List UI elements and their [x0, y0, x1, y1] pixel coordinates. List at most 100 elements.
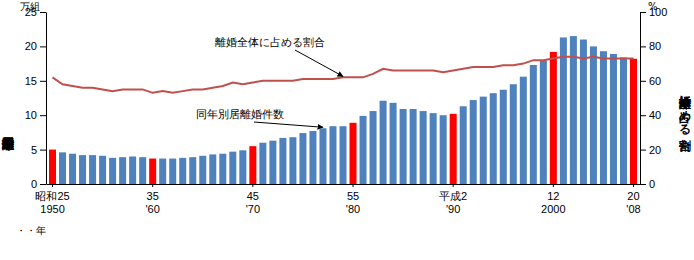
y-axis: 0510152025: [25, 6, 47, 190]
tick: [62, 184, 63, 187]
tick: [603, 184, 604, 187]
chart: 0510152025020406080100昭和25195035'6045'70…: [0, 0, 694, 260]
tick: [443, 184, 444, 187]
tick-mark: [40, 46, 46, 47]
bar: [350, 123, 357, 184]
tick-mark: [543, 184, 544, 187]
tick: [413, 184, 414, 187]
bar: [119, 157, 126, 184]
tick-label: 20'08: [626, 190, 640, 215]
tick: 15: [25, 75, 46, 87]
tick-mark: [513, 184, 514, 187]
bar: [430, 113, 437, 184]
tick: 80: [640, 40, 661, 52]
bar: [259, 143, 266, 184]
tick: [543, 184, 544, 187]
bar: [179, 158, 186, 184]
tick-mark: [332, 184, 333, 187]
tick-mark: [182, 184, 183, 187]
tick: [212, 184, 213, 187]
bar: [129, 156, 136, 184]
bar: [560, 37, 567, 184]
tick-mark: [640, 184, 646, 185]
tick-label: 0: [649, 178, 655, 190]
tick-mark: [493, 184, 494, 187]
tick-mark: [72, 184, 73, 187]
tick-mark: [302, 184, 303, 187]
tick: [573, 184, 574, 187]
tick-label: 5: [31, 144, 37, 156]
bar: [450, 114, 457, 184]
bar: [99, 156, 106, 184]
bar: [79, 155, 86, 184]
tick: [393, 184, 394, 187]
tick: [172, 184, 173, 187]
axis-line: [46, 13, 47, 185]
tick-mark: [172, 184, 173, 187]
tick-mark: [583, 184, 584, 187]
tick: [272, 184, 273, 187]
tick: 45'70: [246, 184, 260, 215]
tick-label: 平成2'90: [439, 190, 467, 215]
tick: 20'08: [626, 184, 640, 215]
bar: [510, 84, 517, 184]
tick: [383, 184, 384, 187]
tick-mark: [640, 12, 646, 13]
bar: [229, 152, 236, 184]
tick-mark: [473, 184, 474, 187]
tick-mark: [142, 184, 143, 187]
tick-mark: [152, 184, 153, 187]
tick-mark: [292, 184, 293, 187]
bar: [590, 46, 597, 184]
tick-label: 0: [31, 178, 37, 190]
bar: [440, 115, 447, 184]
tick-mark: [573, 184, 574, 187]
bar: [149, 159, 156, 184]
bar: [580, 40, 587, 184]
tick-mark: [593, 184, 594, 187]
tick-label: 45'70: [246, 190, 260, 215]
bar: [460, 106, 467, 184]
bar: [139, 157, 146, 184]
bar: [380, 101, 387, 184]
tick-mark: [433, 184, 434, 187]
y-axis-title: 同年別居離婚件数: [1, 137, 15, 151]
tick-mark: [40, 150, 46, 151]
y2-axis-title: 離婚全体に占める割合: [678, 87, 692, 152]
tick-mark: [353, 184, 354, 187]
tick-mark: [640, 150, 646, 151]
tick-mark: [640, 115, 646, 116]
tick-mark: [343, 184, 344, 187]
tick: [493, 184, 494, 187]
plot-area: [49, 36, 637, 184]
tick: [312, 184, 313, 187]
bar: [299, 133, 306, 184]
tick-mark: [613, 184, 614, 187]
annotation-arrow: [295, 50, 343, 76]
bar: [219, 154, 226, 184]
tick-label: 40: [649, 109, 661, 121]
tick-mark: [242, 184, 243, 187]
tick-mark: [92, 184, 93, 187]
bar: [89, 155, 96, 184]
tick-mark: [640, 46, 646, 47]
tick: [563, 184, 564, 187]
y2-axis: 020406080100: [640, 6, 667, 190]
tick: 0: [31, 178, 46, 190]
tick: [302, 184, 303, 187]
tick-label: 80: [649, 40, 661, 52]
tick-mark: [222, 184, 223, 187]
tick: [483, 184, 484, 187]
bar: [249, 146, 256, 184]
bar: [289, 137, 296, 184]
tick: [92, 184, 93, 187]
bar: [109, 158, 116, 184]
axis-line: [47, 184, 641, 185]
tick-mark: [443, 184, 444, 187]
tick: 5: [31, 144, 46, 156]
tick-mark: [463, 184, 464, 187]
tick: 20: [25, 40, 46, 52]
tick-mark: [232, 184, 233, 187]
tick-mark: [322, 184, 323, 187]
tick-label: 昭和251950: [35, 190, 69, 215]
